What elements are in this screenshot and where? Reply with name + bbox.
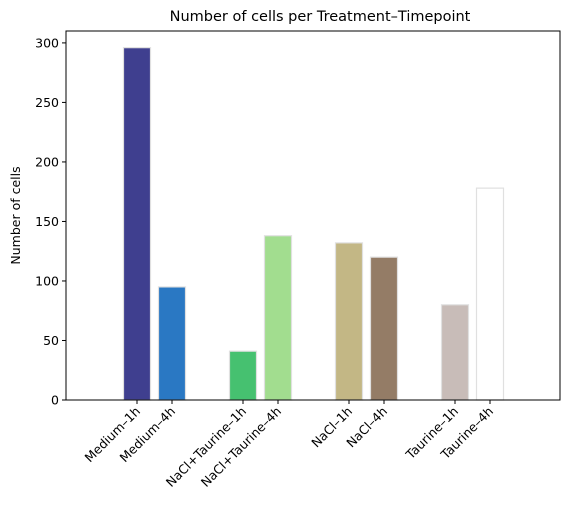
y-tick-label: 250	[35, 95, 59, 110]
plot-frame	[65, 30, 561, 401]
bar-2	[157, 286, 187, 401]
y-tick-label: 150	[35, 214, 59, 229]
y-tick-label: 0	[51, 393, 59, 408]
bar-7	[440, 304, 470, 401]
y-tick-label: 100	[35, 273, 59, 288]
bar-6	[369, 256, 399, 401]
y-axis-label: Number of cells	[8, 166, 23, 264]
y-tick-label: 200	[35, 154, 59, 169]
bars-layer	[122, 47, 505, 401]
bar-3	[228, 350, 258, 401]
bar-5	[334, 242, 364, 401]
y-tick-label: 300	[35, 35, 59, 50]
bar-8	[475, 187, 505, 401]
y-tick-label: 50	[43, 333, 59, 348]
bar-1	[122, 47, 152, 401]
chart-title: Number of cells per Treatment–Timepoint	[170, 9, 471, 25]
x-axis-ticks: Medium–1hMedium–4hNaCl+Taurine–1hNaCl+Ta…	[82, 400, 496, 490]
bar-4	[263, 235, 293, 401]
y-axis-ticks: 0 50 100 150 200 250 300	[35, 35, 66, 408]
